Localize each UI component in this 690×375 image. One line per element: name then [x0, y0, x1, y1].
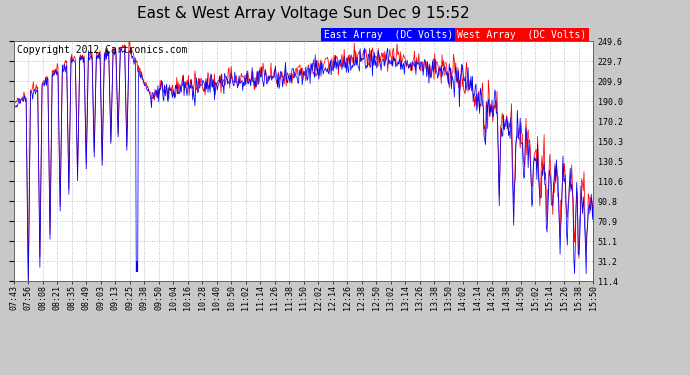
Text: Copyright 2012 Cartronics.com: Copyright 2012 Cartronics.com — [17, 45, 187, 55]
Text: East Array  (DC Volts): East Array (DC Volts) — [324, 30, 453, 40]
Text: West Array  (DC Volts): West Array (DC Volts) — [457, 30, 586, 40]
Text: East & West Array Voltage Sun Dec 9 15:52: East & West Array Voltage Sun Dec 9 15:5… — [137, 6, 470, 21]
